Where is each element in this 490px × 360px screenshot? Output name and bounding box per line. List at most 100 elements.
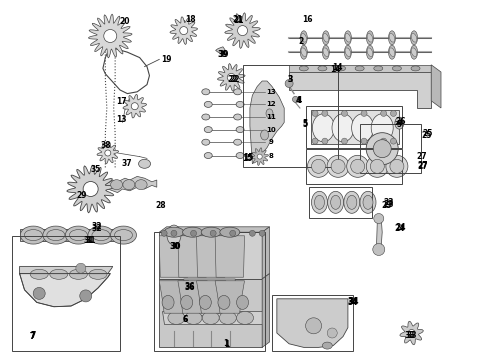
Text: 35: 35 xyxy=(91,166,101,175)
Text: 9: 9 xyxy=(269,139,273,145)
Polygon shape xyxy=(178,236,207,277)
Text: 1: 1 xyxy=(224,340,229,349)
Circle shape xyxy=(306,318,321,334)
Ellipse shape xyxy=(345,48,351,57)
Ellipse shape xyxy=(344,31,351,45)
Text: 26: 26 xyxy=(395,117,406,126)
Ellipse shape xyxy=(331,195,341,209)
Ellipse shape xyxy=(323,48,329,57)
Ellipse shape xyxy=(204,102,212,107)
Text: 4: 4 xyxy=(295,96,300,105)
Ellipse shape xyxy=(360,191,376,213)
Text: 30: 30 xyxy=(170,242,180,251)
Circle shape xyxy=(367,155,388,177)
Circle shape xyxy=(76,263,86,273)
Ellipse shape xyxy=(181,296,193,309)
Circle shape xyxy=(366,133,398,165)
Text: 7: 7 xyxy=(29,332,34,341)
Text: 3: 3 xyxy=(288,75,293,84)
Ellipse shape xyxy=(299,66,308,71)
Ellipse shape xyxy=(352,114,373,142)
Text: 23: 23 xyxy=(383,198,394,207)
Ellipse shape xyxy=(164,227,184,237)
Circle shape xyxy=(381,111,387,116)
Text: 33: 33 xyxy=(405,331,416,340)
Polygon shape xyxy=(289,65,431,72)
Ellipse shape xyxy=(183,227,202,237)
Ellipse shape xyxy=(323,33,329,42)
Text: 11: 11 xyxy=(266,114,276,120)
Ellipse shape xyxy=(411,31,417,45)
Ellipse shape xyxy=(167,225,181,245)
Text: 23: 23 xyxy=(382,201,392,210)
Circle shape xyxy=(312,111,318,116)
Ellipse shape xyxy=(411,33,417,42)
Circle shape xyxy=(171,230,177,236)
Text: 3: 3 xyxy=(288,76,293,85)
Ellipse shape xyxy=(89,269,107,279)
Text: 33: 33 xyxy=(406,331,417,340)
Polygon shape xyxy=(216,47,225,54)
Circle shape xyxy=(308,155,329,177)
Ellipse shape xyxy=(202,311,219,324)
Text: 18: 18 xyxy=(185,15,196,24)
Ellipse shape xyxy=(236,127,244,132)
Bar xyxy=(306,149,402,184)
Ellipse shape xyxy=(218,296,230,309)
Circle shape xyxy=(327,328,337,338)
Polygon shape xyxy=(262,227,270,279)
Text: 21: 21 xyxy=(232,15,243,24)
Polygon shape xyxy=(67,165,115,213)
Text: 26: 26 xyxy=(395,121,404,126)
Ellipse shape xyxy=(389,45,395,59)
Ellipse shape xyxy=(313,114,334,142)
Bar xyxy=(12,236,120,351)
Text: 15: 15 xyxy=(242,154,253,163)
Polygon shape xyxy=(289,72,431,108)
Ellipse shape xyxy=(328,191,343,213)
Polygon shape xyxy=(400,321,423,345)
Ellipse shape xyxy=(199,296,211,309)
Ellipse shape xyxy=(185,311,202,324)
Ellipse shape xyxy=(202,89,210,95)
Circle shape xyxy=(347,155,368,177)
Circle shape xyxy=(322,138,328,144)
Polygon shape xyxy=(215,281,245,313)
Ellipse shape xyxy=(237,296,248,309)
Ellipse shape xyxy=(234,89,242,95)
Polygon shape xyxy=(184,279,235,317)
Ellipse shape xyxy=(411,66,420,71)
Text: 21: 21 xyxy=(233,16,244,25)
Ellipse shape xyxy=(363,195,373,209)
Polygon shape xyxy=(224,13,261,49)
Text: 1: 1 xyxy=(223,339,228,348)
Text: 37: 37 xyxy=(121,158,132,168)
Polygon shape xyxy=(277,299,348,347)
Polygon shape xyxy=(159,232,262,279)
Polygon shape xyxy=(159,236,189,277)
Ellipse shape xyxy=(266,109,273,118)
Circle shape xyxy=(361,111,367,116)
Text: 28: 28 xyxy=(155,202,166,211)
Text: 20: 20 xyxy=(119,17,129,26)
Polygon shape xyxy=(105,176,157,193)
Polygon shape xyxy=(159,279,262,347)
Polygon shape xyxy=(196,281,226,313)
Text: 27: 27 xyxy=(416,152,427,161)
Circle shape xyxy=(390,159,404,173)
Polygon shape xyxy=(376,216,382,252)
Text: 8: 8 xyxy=(269,153,273,158)
Ellipse shape xyxy=(111,180,122,190)
Text: 14: 14 xyxy=(330,65,341,74)
Circle shape xyxy=(312,159,325,173)
Ellipse shape xyxy=(367,45,373,59)
Text: 6: 6 xyxy=(182,315,187,324)
Ellipse shape xyxy=(236,102,244,107)
Ellipse shape xyxy=(220,311,236,324)
Text: 38: 38 xyxy=(100,141,111,150)
Text: 27: 27 xyxy=(417,161,428,170)
Text: 25: 25 xyxy=(421,131,432,140)
Ellipse shape xyxy=(322,31,329,45)
Polygon shape xyxy=(88,14,132,58)
Text: 5: 5 xyxy=(397,120,402,129)
